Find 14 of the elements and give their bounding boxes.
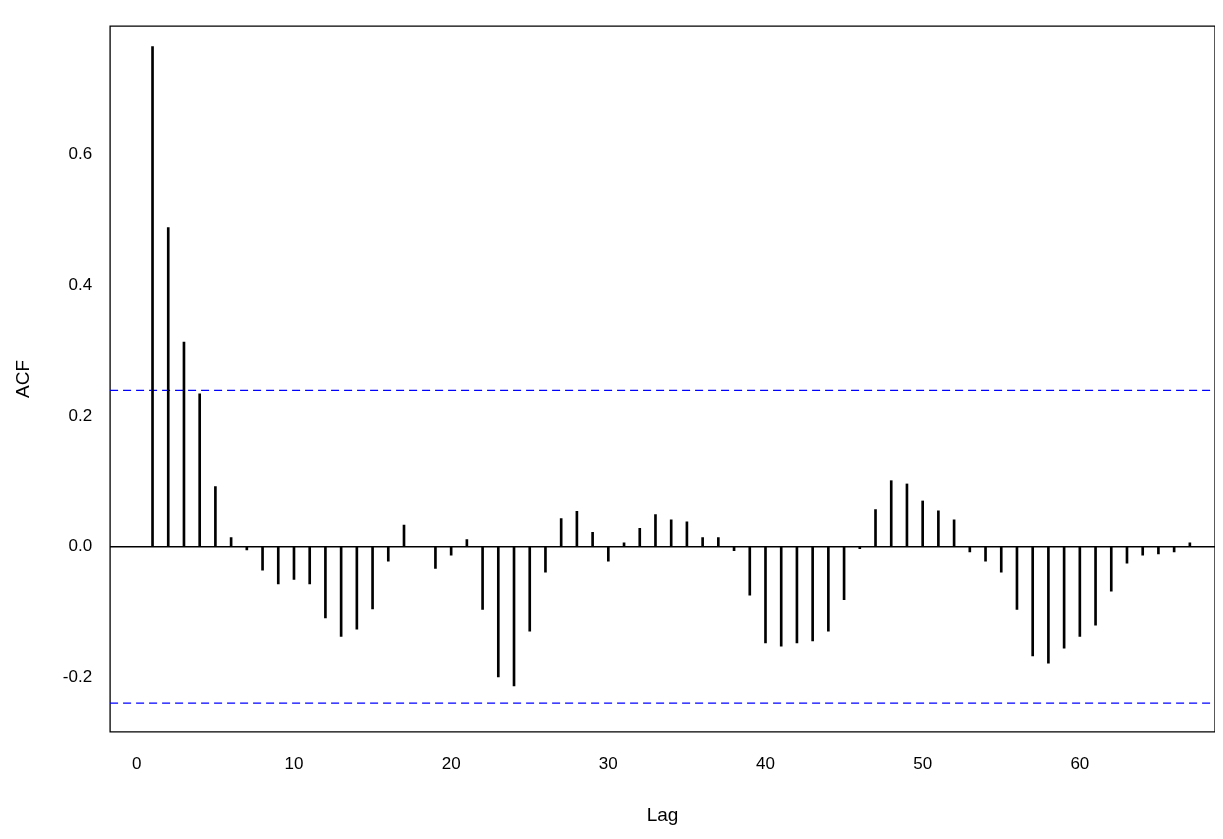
y-tick-label: 0.2: [68, 405, 93, 425]
y-tick-label: 0.6: [68, 144, 93, 164]
x-tick-label: 40: [756, 753, 775, 773]
y-axis-title: ACF: [11, 360, 33, 398]
y-tick-label: 0.0: [68, 536, 93, 556]
x-axis-title: Lag: [646, 803, 679, 825]
x-tick-label: 30: [598, 753, 618, 773]
x-tick-label: 60: [1070, 753, 1090, 773]
x-tick-label: 50: [913, 753, 933, 773]
x-tick-label: 20: [441, 753, 461, 773]
x-tick-label: 10: [284, 753, 304, 773]
y-tick-label: -0.2: [62, 667, 93, 687]
y-tick-label: 0.4: [68, 274, 93, 294]
x-tick-label: 0: [132, 753, 142, 773]
